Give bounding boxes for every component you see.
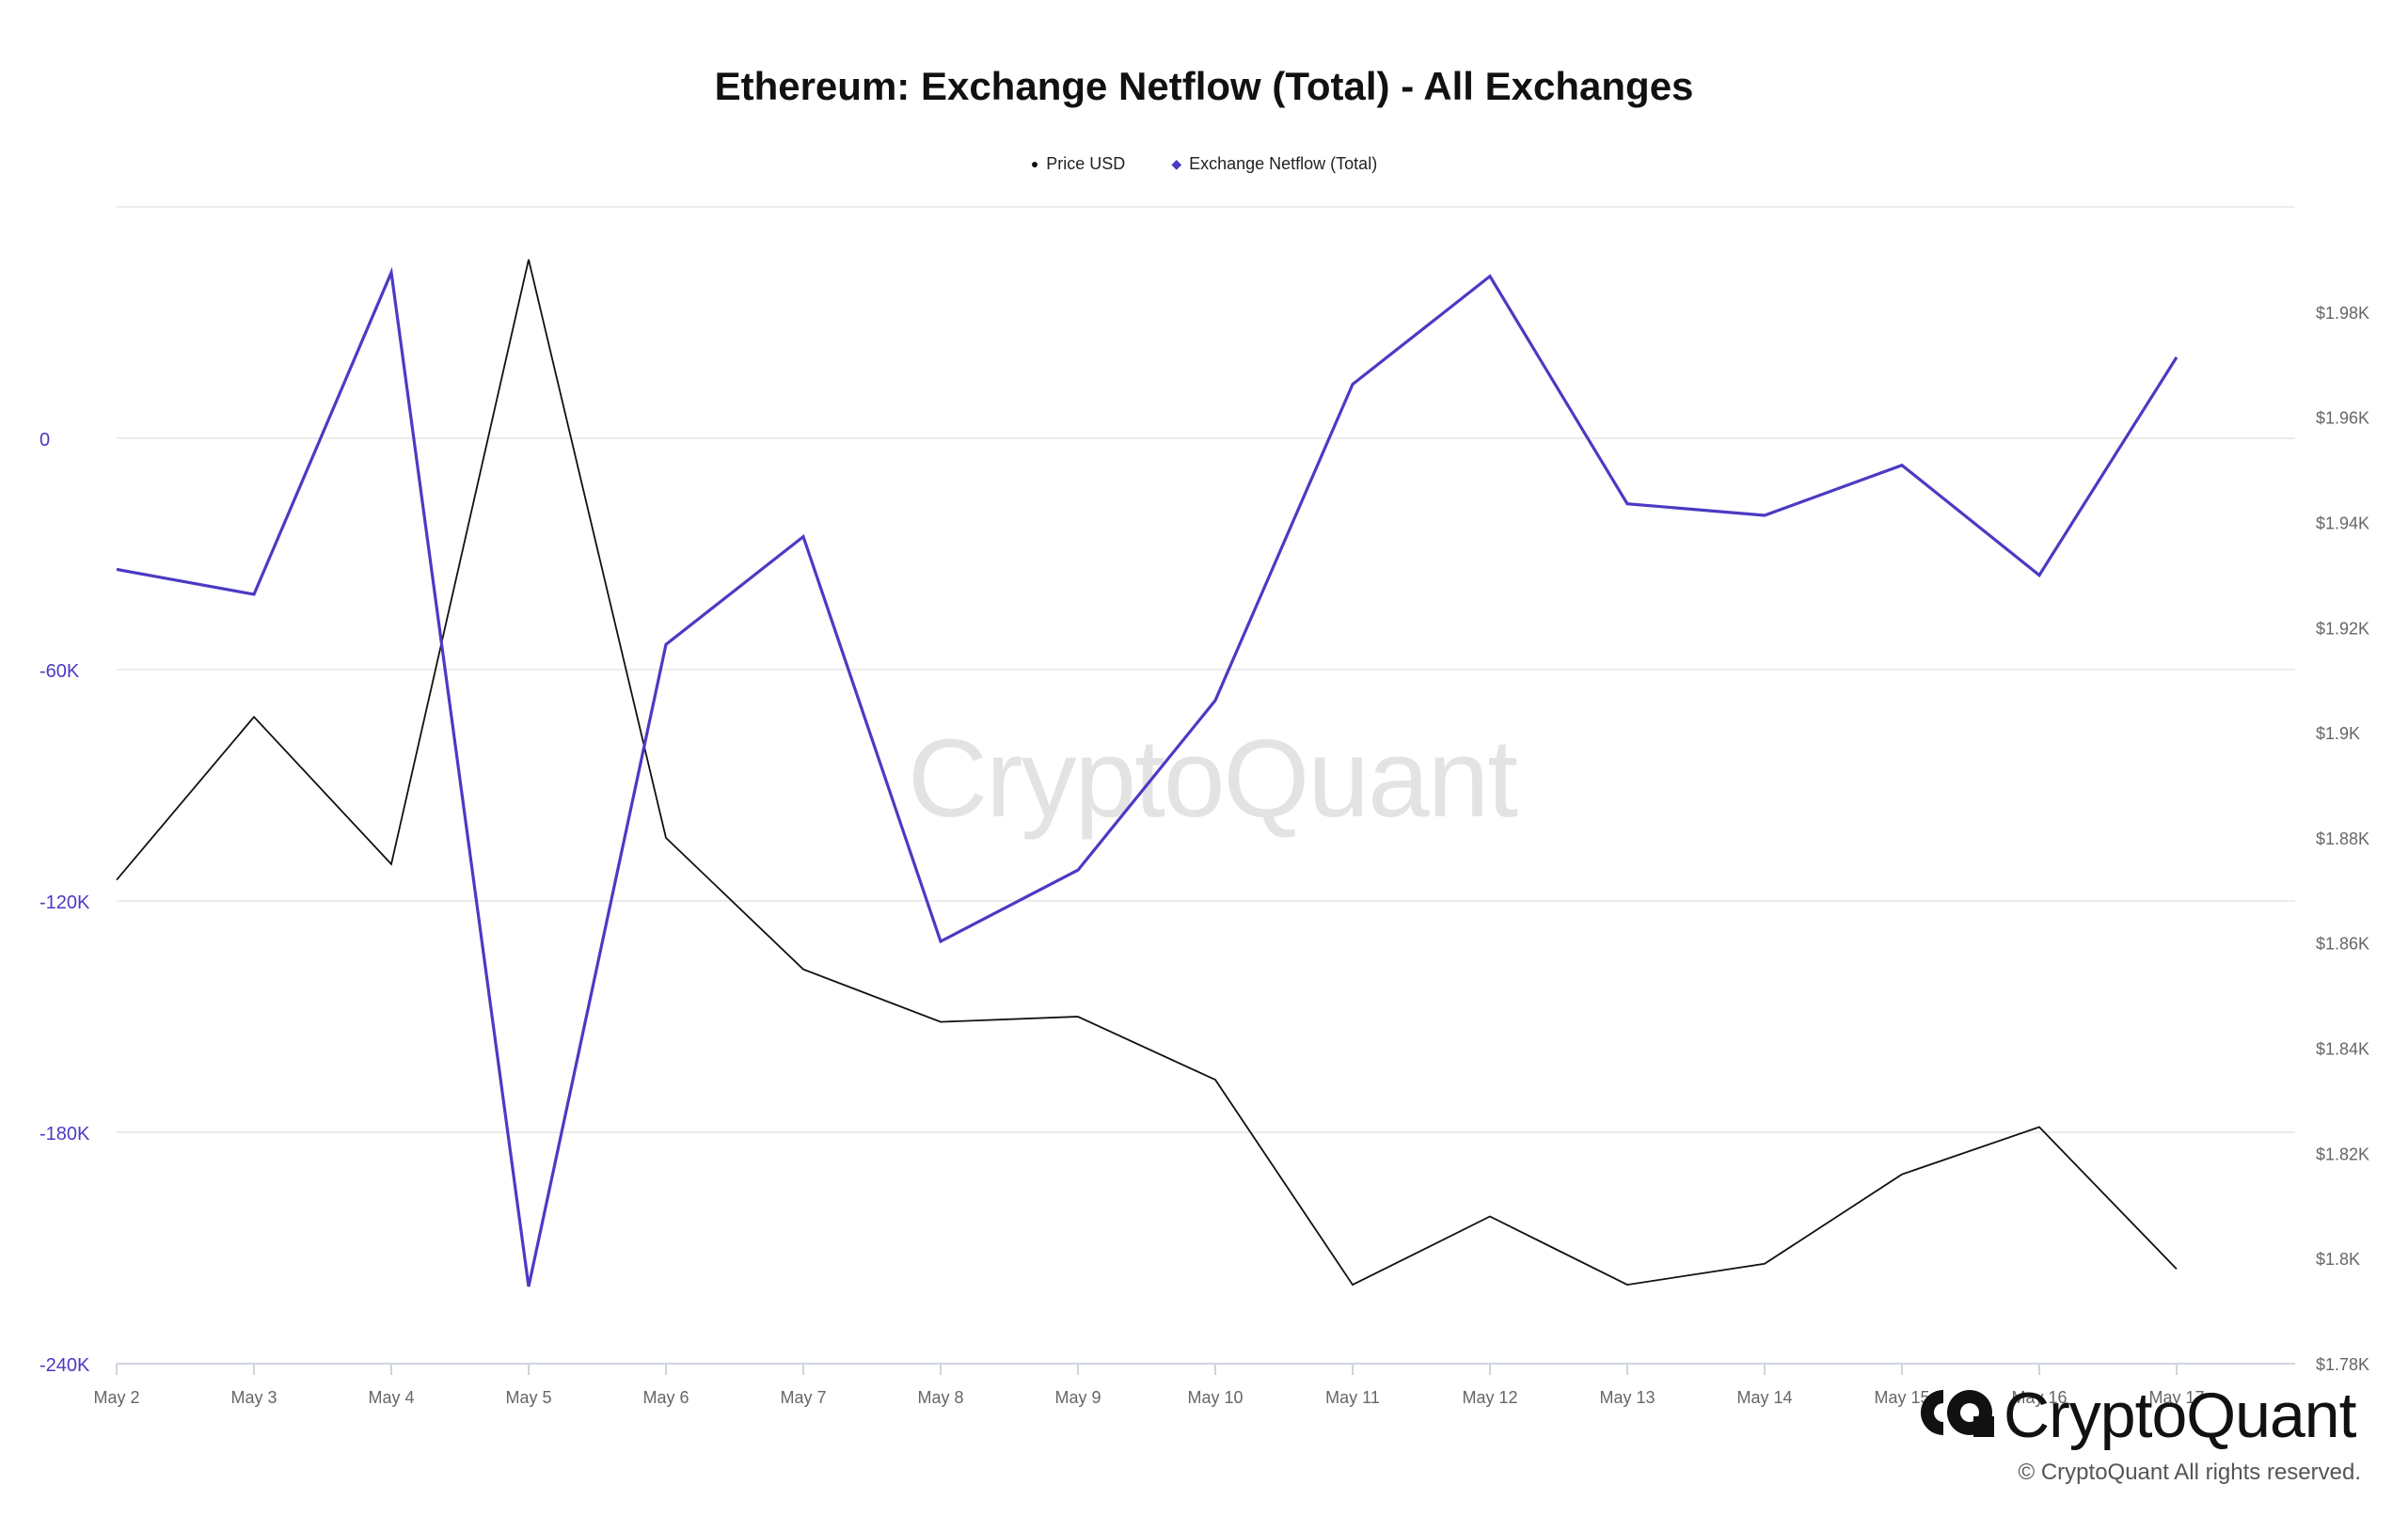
legend: ● Price USD ◆ Exchange Netflow (Total): [0, 154, 2408, 174]
brand: CryptoQuant: [1919, 1375, 2370, 1451]
x-tick-label: May 15: [1874, 1388, 1929, 1407]
x-tick-label: May 16: [2011, 1388, 2067, 1407]
legend-item-price[interactable]: ● Price USD: [1031, 154, 1125, 174]
y-right-tick-label: $1.78K: [2316, 1355, 2369, 1374]
legend-marker-netflow: ◆: [1171, 156, 1182, 171]
y-right-tick-label: $1.98K: [2316, 304, 2369, 323]
x-tick-label: May 8: [917, 1388, 963, 1407]
y-right-tick-label: $1.96K: [2316, 409, 2369, 428]
series-layer: [116, 259, 2178, 1287]
chart-title: Ethereum: Exchange Netflow (Total) - All…: [714, 64, 1694, 108]
legend-label-netflow: Exchange Netflow (Total): [1189, 154, 1378, 173]
y-left-tick-label: 0: [40, 430, 50, 450]
y-right-tick-label: $1.94K: [2316, 513, 2369, 532]
y-left-tick-label: -120K: [40, 892, 90, 913]
y-right-tick-label: $1.8K: [2316, 1250, 2360, 1269]
cryptoquant-logo-icon: [1921, 1390, 1994, 1437]
series-line-netflow: [116, 266, 2178, 1287]
y-left-tick-label: -60K: [40, 661, 80, 682]
x-tick-label: May 12: [1462, 1388, 1517, 1407]
x-tick-label: May 9: [1054, 1388, 1101, 1407]
x-tick-label: May 6: [642, 1388, 689, 1407]
y-right-tick-label: $1.84K: [2316, 1040, 2369, 1059]
y-right-tick-label: $1.86K: [2316, 935, 2369, 954]
watermark: CryptoQuant: [908, 717, 1518, 841]
x-tick-label: May 13: [1599, 1388, 1655, 1407]
axis-layer: [116, 1363, 2295, 1375]
y-right-tick-label: $1.88K: [2316, 829, 2369, 848]
x-tick-label: May 10: [1187, 1388, 1243, 1407]
x-tick-label: May 2: [93, 1388, 139, 1407]
x-tick-label: May 3: [230, 1388, 277, 1407]
legend-item-netflow[interactable]: ◆ Exchange Netflow (Total): [1171, 154, 1377, 174]
x-tick-label: May 7: [780, 1388, 826, 1407]
legend-marker-price: ●: [1030, 156, 1039, 171]
x-tick-label: May 5: [505, 1388, 551, 1407]
x-tick-label: May 4: [368, 1388, 414, 1407]
x-tick-label: May 17: [2148, 1388, 2204, 1407]
brand-name: CryptoQuant: [2004, 1380, 2357, 1451]
copyright: © CryptoQuant All rights reserved.: [2018, 1460, 2362, 1485]
y-right-tick-label: $1.92K: [2316, 619, 2369, 638]
grid-layer: [117, 206, 2295, 1133]
y-right-tick-label: $1.9K: [2316, 724, 2360, 743]
x-tick-label: May 11: [1325, 1388, 1380, 1407]
series-line-price: [116, 259, 2178, 1287]
y-left-tick-label: -180K: [40, 1124, 90, 1145]
y-right-tick-label: $1.82K: [2316, 1145, 2369, 1163]
legend-label-price: Price USD: [1046, 154, 1126, 173]
x-tick-label: May 14: [1736, 1388, 1792, 1407]
y-left-tick-label: -240K: [40, 1355, 90, 1376]
